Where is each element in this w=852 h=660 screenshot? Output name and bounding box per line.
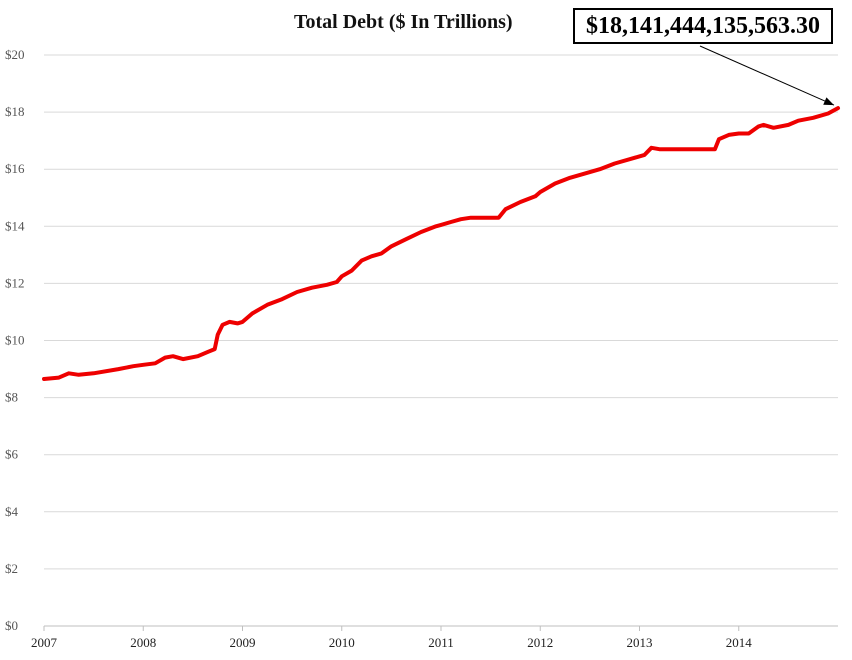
y-axis-tick-labels: $0 $2 $4 $6 $8 $10 $12 $14 $16 $18 $20 [5,47,25,633]
y-tick-label: $6 [5,447,19,462]
y-tick-label: $16 [5,161,25,176]
total-debt-callout: $18,141,444,135,563.30 [573,8,833,44]
y-tick-label: $10 [5,333,25,348]
x-tick-label: 2009 [230,635,256,650]
y-tick-label: $18 [5,104,25,119]
x-axis-tick-labels: 2007 2008 2009 2010 2011 2012 2013 2014 [31,626,752,650]
y-tick-label: $14 [5,218,25,233]
x-tick-label: 2012 [527,635,553,650]
grid-lines [44,54,838,627]
debt-series-line [42,106,840,381]
x-tick-label: 2014 [726,635,753,650]
callout-arrow [699,45,835,106]
x-tick-label: 2011 [428,635,454,650]
y-tick-label: $20 [5,47,25,62]
x-tick-label: 2010 [329,635,355,650]
y-tick-label: $12 [5,275,25,290]
arrow-head [823,97,834,106]
series-layer [42,106,840,381]
arrow-line [699,45,835,106]
x-tick-label: 2013 [627,635,653,650]
chart-title: Total Debt ($ In Trillions) [294,11,513,33]
y-tick-label: $4 [5,504,19,519]
y-tick-label: $8 [5,390,18,405]
x-tick-label: 2008 [130,635,156,650]
x-tick-label: 2007 [31,635,58,650]
y-tick-label: $2 [5,561,18,576]
y-tick-label: $0 [5,618,18,633]
